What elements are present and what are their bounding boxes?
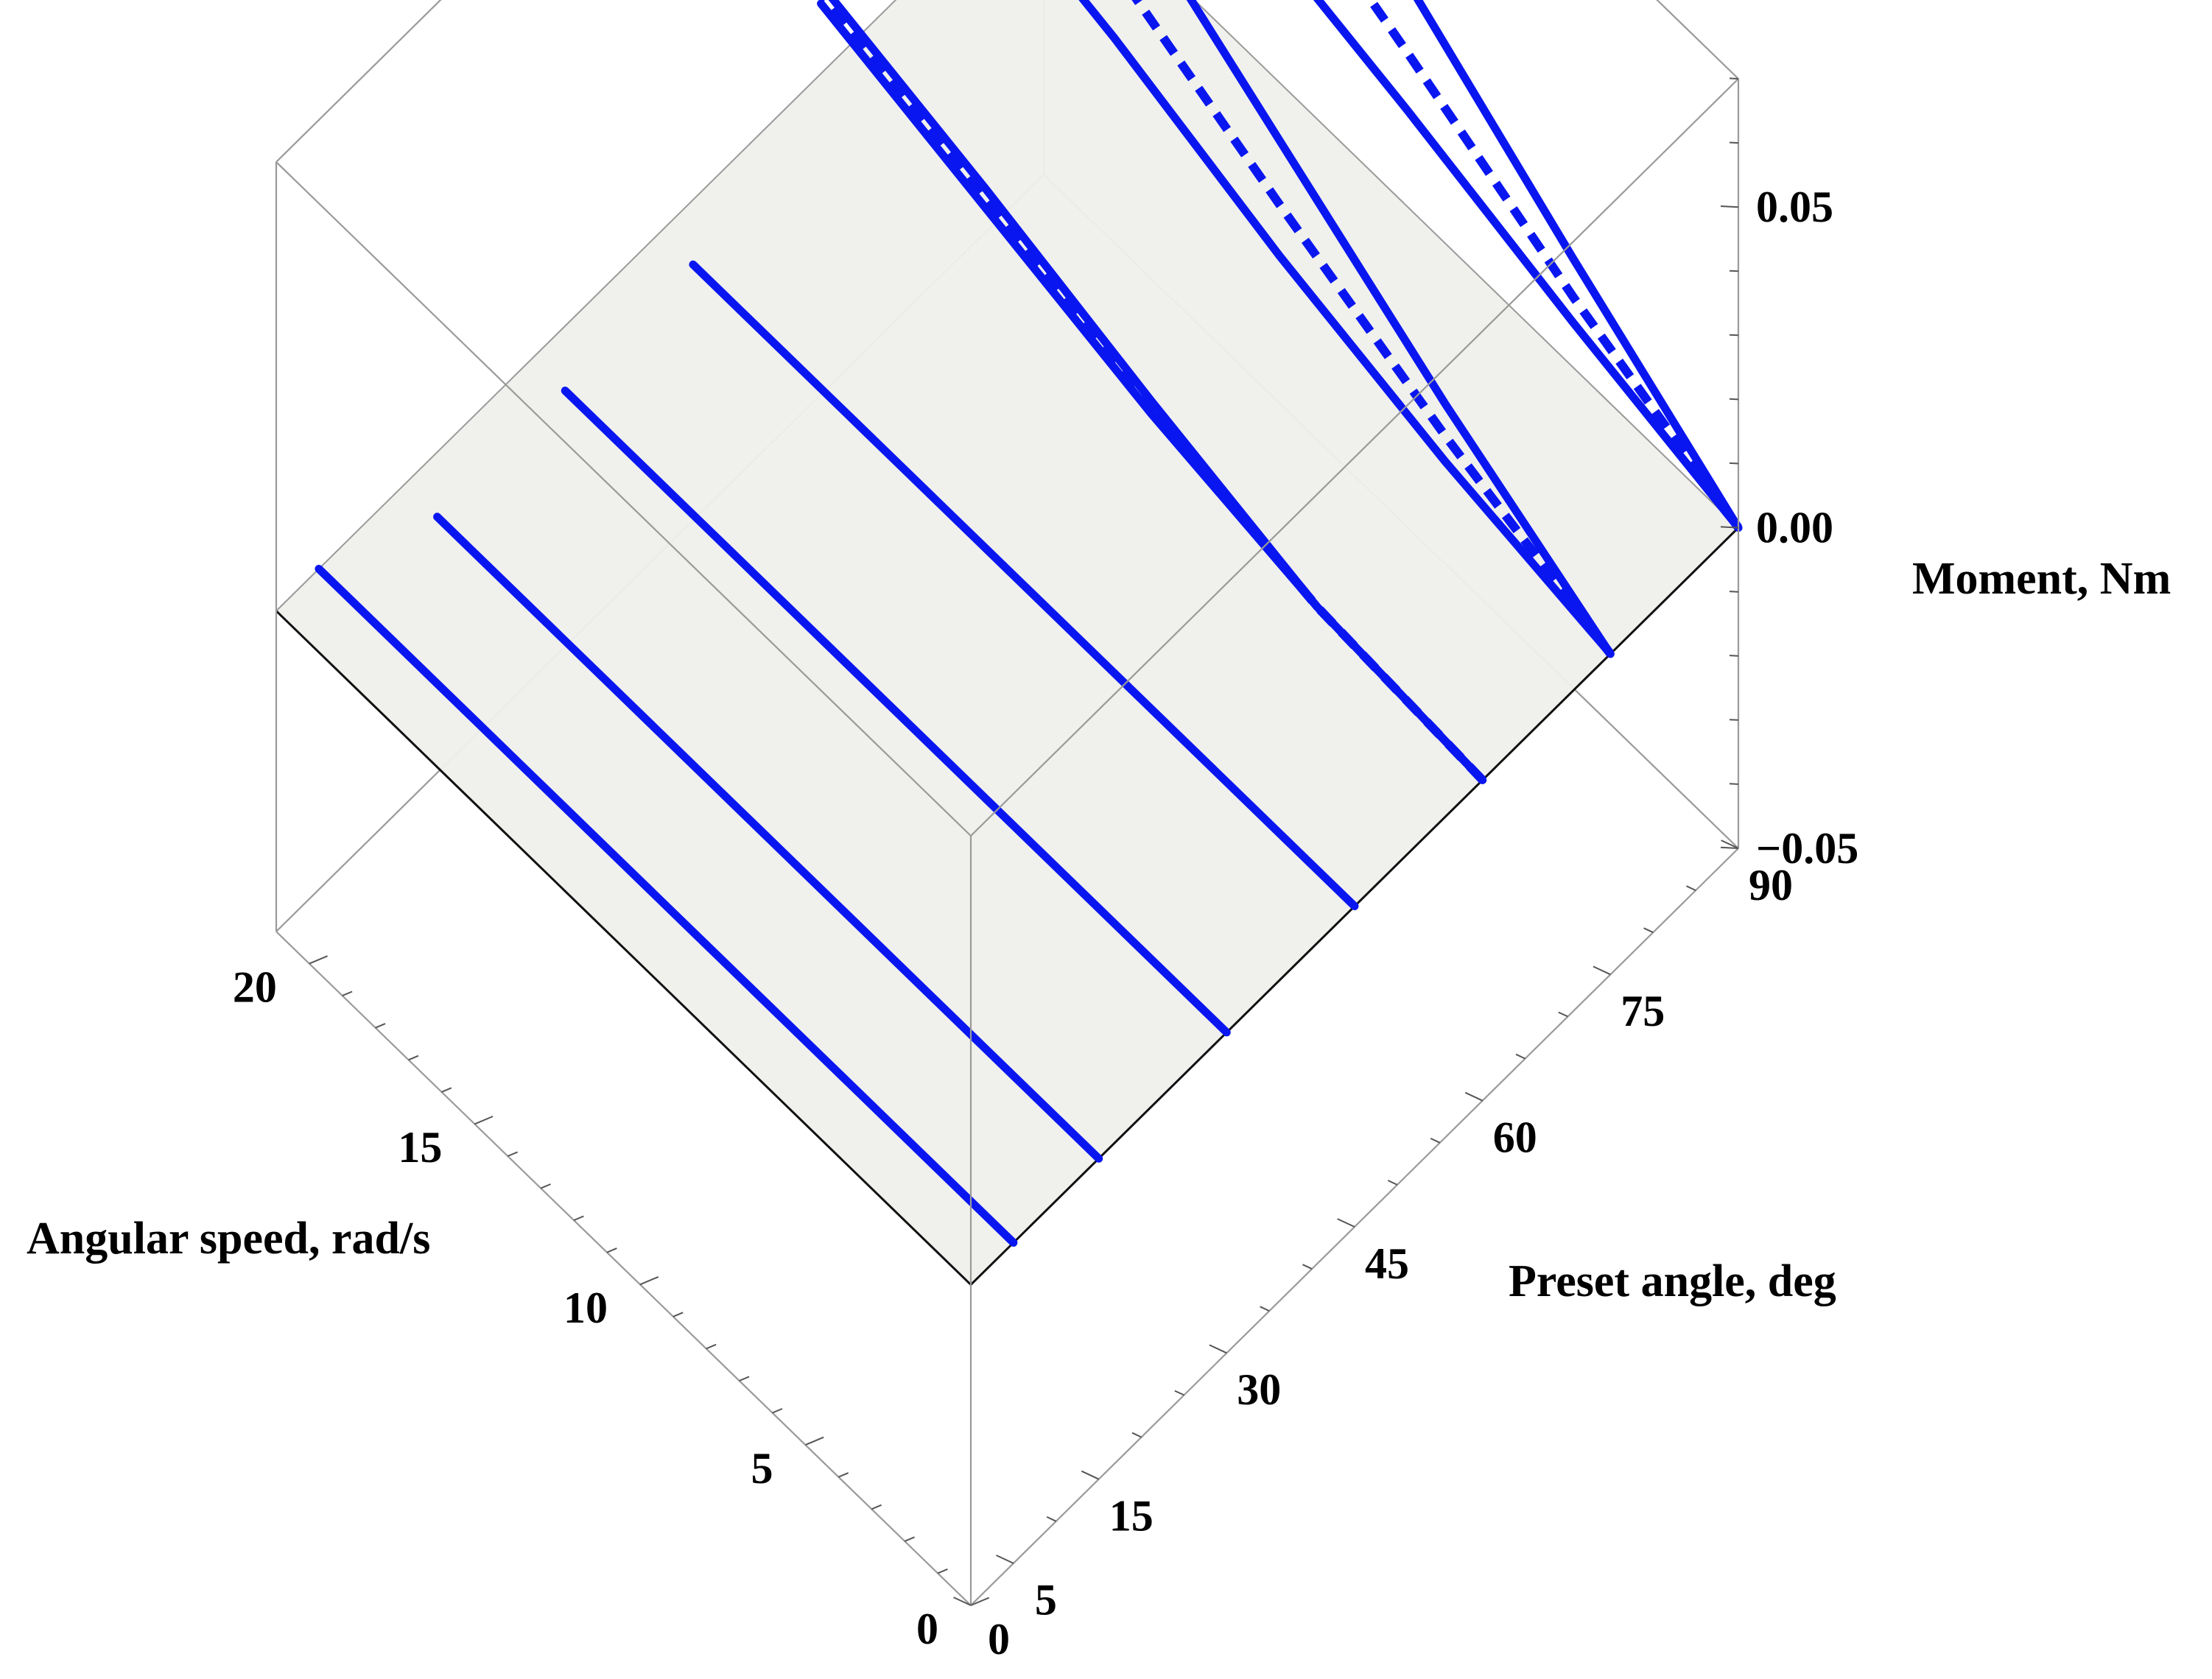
- z-axis-tick: [1729, 398, 1739, 401]
- y-axis-tick: [673, 1312, 684, 1317]
- y-axis-tick: [375, 1023, 386, 1029]
- y-axis-tick: [309, 955, 328, 965]
- series-line-7: [817, 0, 1487, 784]
- z-tick-label: 0.05: [1756, 183, 1833, 231]
- box-edge: [275, 161, 972, 837]
- z-axis-tick: [1729, 270, 1739, 272]
- box-edge: [970, 78, 1739, 837]
- y-tick-label: 15: [398, 1123, 442, 1172]
- y-tick-label: 0: [916, 1605, 938, 1653]
- x-axis-label: Preset angle, deg: [1509, 1256, 1836, 1306]
- z-axis-label: Moment, Nm: [1912, 554, 2171, 604]
- y-tick-label: 10: [563, 1284, 608, 1332]
- z-axis-tick: [1720, 205, 1739, 208]
- z-axis-tick: [1729, 141, 1739, 144]
- x-axis-tick: [1046, 1516, 1057, 1522]
- zero-plane-edge: [275, 610, 972, 1286]
- x-axis-tick: [1337, 1218, 1355, 1228]
- series-line-9: [1131, 0, 1615, 657]
- y-axis-tick: [606, 1247, 617, 1253]
- y-axis-tick: [805, 1436, 824, 1446]
- y-axis-tick: [970, 1597, 990, 1606]
- series-line-10: [1186, 0, 1615, 658]
- x-axis-tick: [1387, 1180, 1398, 1186]
- x-tick-label: 5: [1035, 1576, 1057, 1625]
- x-axis-tick: [1260, 1306, 1270, 1312]
- x-tick-label: 75: [1621, 987, 1665, 1035]
- z-axis-tick: [1729, 462, 1739, 465]
- zero-plane-edge: [1193, 0, 1739, 529]
- series-line-4: [689, 260, 1359, 911]
- x-tick-label: 30: [1237, 1365, 1281, 1414]
- z-axis-tick: [1729, 591, 1739, 593]
- y-axis-tick: [706, 1343, 717, 1350]
- y-tick-label: 20: [233, 962, 277, 1011]
- y-axis-tick: [507, 1151, 518, 1157]
- x-tick-label: 15: [1109, 1491, 1154, 1540]
- z-axis-tick: [1729, 719, 1739, 721]
- box-edge: [275, 931, 972, 1606]
- y-axis-label: Angular speed, rad/s: [27, 1214, 430, 1264]
- y-axis-tick: [474, 1116, 494, 1125]
- series-line-11: [1313, 0, 1743, 532]
- z-axis-tick: [1729, 655, 1739, 657]
- y-axis-tick: [838, 1472, 849, 1478]
- series-line-3: [561, 387, 1231, 1037]
- y-axis-tick: [739, 1376, 750, 1381]
- x-axis-tick: [1131, 1432, 1142, 1438]
- x-axis-tick: [1302, 1264, 1313, 1270]
- z-tick-label: 0.00: [1756, 503, 1833, 552]
- series-line-13: [1413, 0, 1743, 532]
- series-line-2: [433, 513, 1103, 1163]
- y-tick-label: 5: [751, 1444, 773, 1493]
- y-axis-tick: [342, 990, 353, 997]
- y-axis-tick: [573, 1215, 584, 1222]
- z-axis-tick: [1729, 334, 1739, 337]
- x-tick-label: 90: [1749, 861, 1793, 909]
- box-edge: [275, 0, 442, 163]
- z-axis-tick: [1729, 77, 1739, 80]
- y-axis-tick: [540, 1183, 551, 1189]
- y-axis-tick: [871, 1504, 882, 1510]
- x-axis-tick: [1593, 965, 1611, 976]
- x-axis-tick: [1174, 1390, 1184, 1396]
- axis-ticks: [309, 77, 1739, 1606]
- x-axis-tick: [1081, 1470, 1100, 1480]
- x-axis-tick: [1464, 1091, 1484, 1102]
- y-axis-tick: [772, 1408, 783, 1414]
- y-axis-tick: [441, 1087, 452, 1093]
- x-axis-tick: [1643, 927, 1654, 934]
- x-tick-label: 0: [988, 1615, 1010, 1664]
- x-axis-tick: [1515, 1053, 1526, 1060]
- x-axis-tick: [1721, 840, 1739, 849]
- zero-plane-edge: [275, 0, 897, 612]
- y-axis-tick: [408, 1055, 419, 1061]
- series-line-1: [315, 565, 1018, 1247]
- z-tick-label: −0.05: [1756, 824, 1858, 873]
- series-layer: [315, 0, 1743, 1247]
- y-axis-tick: [937, 1568, 948, 1574]
- y-axis-tick: [639, 1275, 659, 1286]
- x-axis-tick: [1686, 885, 1696, 892]
- x-tick-label: 45: [1365, 1239, 1409, 1288]
- series-line-8: [1078, 0, 1615, 658]
- zero-plane: [276, 0, 1738, 1285]
- x-axis-tick: [1558, 1011, 1568, 1018]
- x-axis-tick: [1209, 1344, 1227, 1354]
- x-axis-tick: [996, 1555, 1014, 1564]
- x-tick-label: 60: [1493, 1113, 1537, 1161]
- x-axis-tick: [953, 1597, 972, 1606]
- x-axis-tick: [1430, 1137, 1441, 1144]
- series-line-12: [1365, 0, 1742, 531]
- y-axis-tick: [904, 1536, 915, 1542]
